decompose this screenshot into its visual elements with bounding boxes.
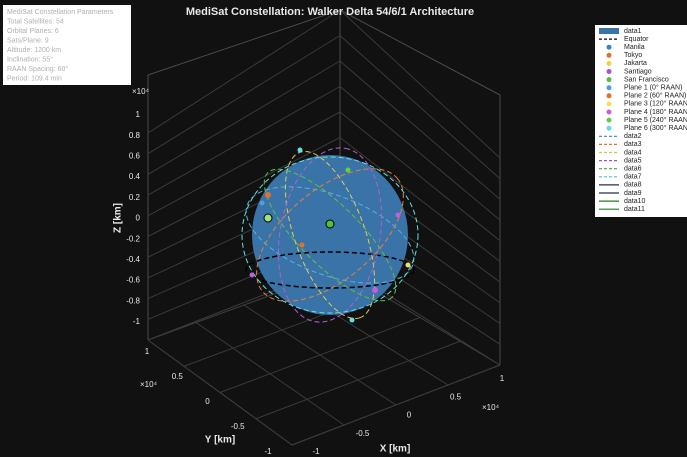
legend-label: Santiago — [624, 68, 652, 75]
x-tick-label: 1 — [500, 374, 505, 383]
info-line: Inclination: 55° — [7, 55, 53, 63]
info-line: Orbital Planes: 6 — [7, 28, 59, 35]
z-tick-label: -0.2 — [126, 234, 140, 243]
info-box — [3, 5, 131, 85]
satellite — [346, 168, 351, 173]
legend-label: Plane 2 (60° RAAN) — [624, 92, 686, 100]
z-tick-label: -0.6 — [126, 276, 140, 285]
satellite — [298, 148, 303, 153]
city — [326, 220, 334, 228]
legend-swatch — [607, 61, 612, 66]
y-tick-label: 1 — [145, 347, 150, 356]
info-line: RAAN Spacing: 60° — [7, 65, 68, 73]
y-tick-label: -1 — [264, 447, 272, 456]
legend-label: data9 — [624, 190, 642, 197]
legend-label: Plane 5 (240° RAAN) — [624, 116, 687, 124]
info-line: Total Satellites: 54 — [7, 18, 64, 25]
legend-swatch — [607, 45, 612, 50]
legend-label: data7 — [624, 174, 642, 181]
x-axis-label: X [km] — [380, 444, 411, 455]
legend-label: data4 — [624, 149, 642, 156]
legend-label: Jakarta — [624, 60, 647, 67]
legend-label: data6 — [624, 166, 642, 173]
info-line: Altitude: 1200 km — [7, 47, 61, 54]
z-tick-label: 0.6 — [129, 152, 141, 161]
legend-swatch — [607, 69, 612, 74]
x-tick-label: 0.5 — [450, 392, 462, 401]
z-tick-label: -1 — [133, 317, 141, 326]
legend-label: data3 — [624, 141, 642, 148]
legend-swatch — [599, 28, 619, 34]
satellite — [350, 318, 355, 323]
x-exponent: ×10⁴ — [482, 403, 500, 412]
z-tick-label: 1 — [136, 110, 141, 119]
legend-label: Plane 4 (180° RAAN) — [624, 108, 687, 116]
legend-label: Manila — [624, 44, 645, 51]
legend-swatch — [607, 53, 612, 58]
legend-swatch — [607, 118, 612, 123]
z-tick-label: 0 — [136, 214, 141, 223]
legend-swatch — [607, 85, 612, 90]
x-tick-label: -0.5 — [356, 429, 370, 438]
earth — [252, 155, 408, 315]
legend-label: Plane 6 (300° RAAN) — [624, 124, 687, 132]
y-axis-label: Y [km] — [205, 435, 235, 446]
satellite — [406, 263, 411, 268]
legend-swatch — [607, 101, 612, 106]
satellite — [260, 201, 265, 206]
legend-swatch — [607, 126, 612, 131]
city — [264, 214, 272, 222]
info-line: Sats/Plane: 9 — [7, 37, 49, 44]
z-tick-label: 0.8 — [129, 131, 141, 140]
z-tick-label: -0.4 — [126, 255, 140, 264]
legend-swatch — [607, 93, 612, 98]
legend-label: data5 — [624, 157, 642, 164]
legend-label: Tokyo — [624, 52, 642, 59]
legend-label: data10 — [624, 198, 646, 205]
satellite — [300, 243, 305, 248]
satellite — [372, 287, 378, 293]
figure: MediSat Constellation: Walker Delta 54/6… — [0, 0, 687, 457]
legend-swatch — [607, 77, 612, 82]
legend-label: Plane 3 (120° RAAN) — [624, 100, 687, 108]
y-tick-label: 0.5 — [172, 372, 184, 381]
x-tick-label: 0 — [407, 411, 412, 420]
satellite — [265, 192, 271, 198]
info-line: MediSat Constellation Parameters — [7, 9, 114, 16]
legend-label: data1 — [624, 28, 642, 35]
info-line: Period: 109.4 min — [7, 75, 62, 82]
satellite — [396, 213, 401, 218]
legend-label: Plane 1 (0° RAAN) — [624, 84, 682, 92]
y-tick-label: -0.5 — [231, 422, 245, 431]
y-tick-label: 0 — [205, 397, 210, 406]
legend-label: data8 — [624, 182, 642, 189]
satellite — [250, 273, 255, 278]
legend-swatch — [607, 110, 612, 115]
y-exponent: ×10⁴ — [140, 380, 158, 389]
legend-label: data2 — [624, 133, 642, 140]
legend-label: data11 — [624, 206, 645, 213]
z-axis-label: Z [km] — [113, 203, 124, 233]
legend-label: San Francisco — [624, 76, 669, 83]
z-tick-label: -0.8 — [126, 296, 140, 305]
x-tick-label: -1 — [312, 447, 320, 456]
chart-title: MediSat Constellation: Walker Delta 54/6… — [186, 6, 474, 18]
z-exponent: ×10⁴ — [132, 87, 150, 96]
legend-label: Equator — [624, 36, 649, 43]
z-tick-label: 0.2 — [129, 193, 141, 202]
z-tick-label: 0.4 — [129, 172, 141, 181]
